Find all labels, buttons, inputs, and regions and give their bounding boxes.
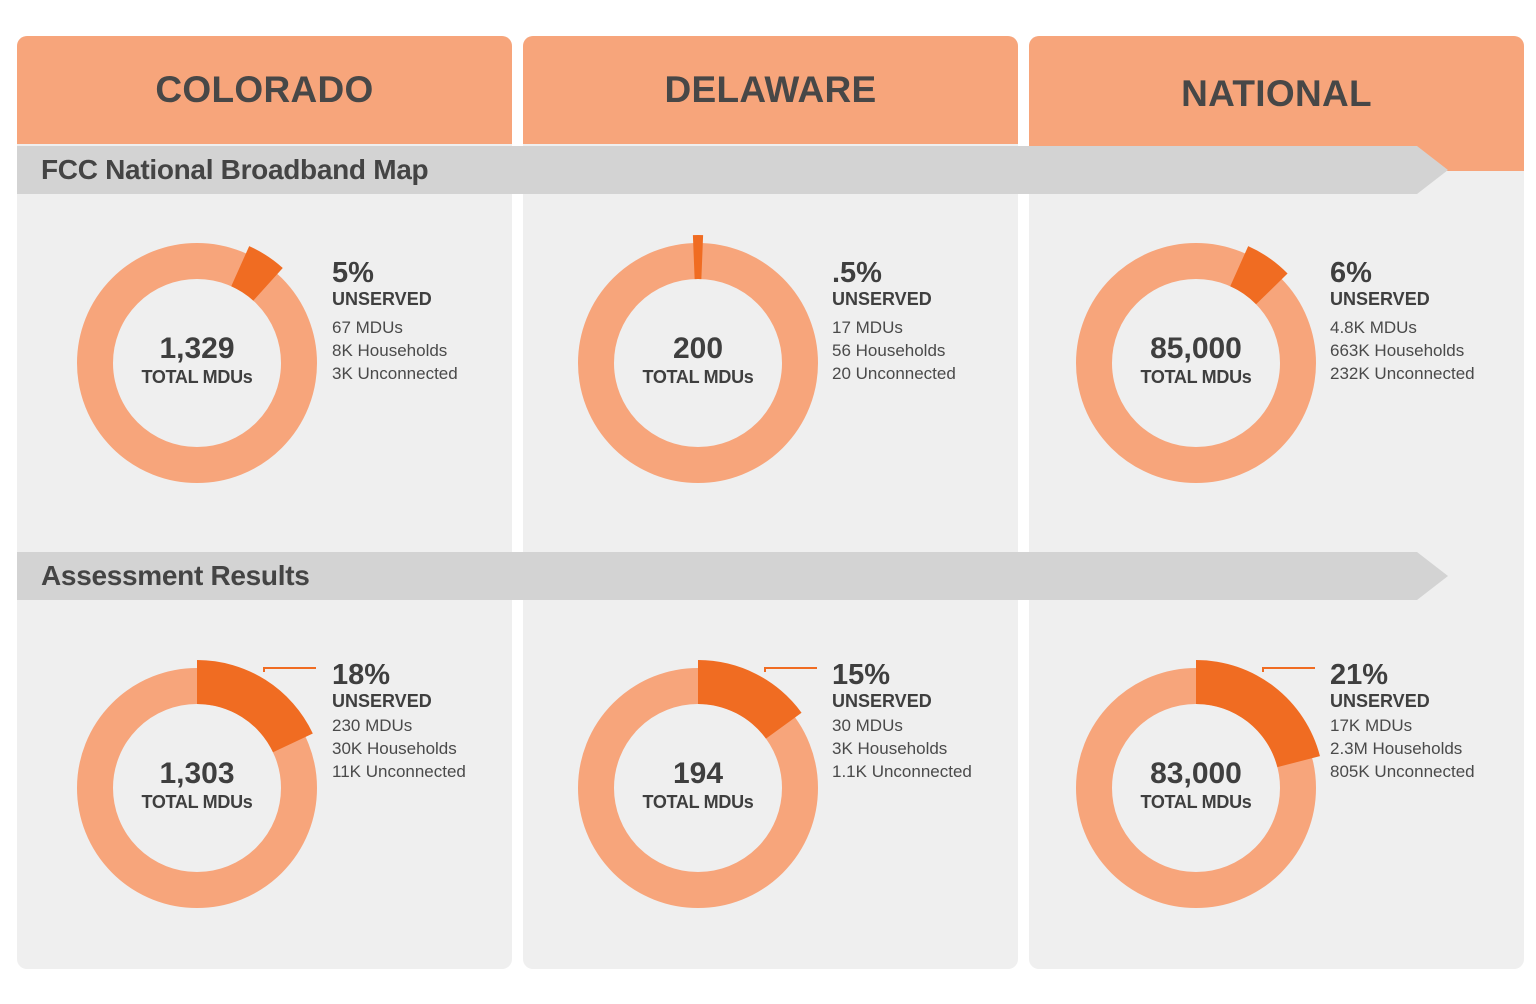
- stat-line: 663K Households: [1330, 341, 1465, 360]
- unserved-slice: [692, 235, 704, 280]
- stats-block: 15% UNSERVED 30 MDUs 3K Households 1.1K Unco…: [832, 660, 972, 783]
- total-label: TOTAL MDUs: [141, 367, 253, 387]
- total-label: TOTAL MDUs: [1140, 792, 1252, 812]
- status-label: UNSERVED: [832, 289, 932, 309]
- donut-ring: [1076, 243, 1316, 483]
- donut-chart-colorado-assessment: [77, 660, 317, 908]
- donut-chart-delaware-fcc: [578, 235, 818, 483]
- percent-label: 6%: [1330, 257, 1372, 289]
- leader-line: [263, 667, 316, 672]
- panel-header-delaware: DELAWARE: [523, 36, 1018, 144]
- total-value: 1,303: [159, 757, 235, 790]
- total-value: 83,000: [1150, 757, 1242, 790]
- stat-line: 2.3M Households: [1330, 739, 1463, 758]
- donut-chart-delaware-assessment: [578, 660, 818, 908]
- stat-line: 17 MDUs: [832, 318, 903, 337]
- percent-label: 15%: [832, 659, 891, 691]
- unserved-slice: [231, 246, 283, 301]
- donut-chart-colorado-fcc: [77, 243, 317, 483]
- percent-label: .5%: [832, 257, 882, 289]
- donut-chart-national-fcc: [1076, 243, 1316, 483]
- stat-line: 30K Households: [332, 739, 457, 758]
- total-label: TOTAL MDUs: [1140, 367, 1252, 387]
- total-value: 194: [672, 757, 724, 790]
- total-value: 1,329: [159, 332, 235, 365]
- percent-label: 21%: [1330, 659, 1389, 691]
- stat-line: 3K Unconnected: [332, 364, 458, 383]
- stat-line: 4.8K MDUs: [1330, 318, 1417, 337]
- unserved-slice: [698, 660, 802, 739]
- section-title-assessment: Assessment Results: [41, 560, 310, 591]
- leader-line: [1262, 667, 1315, 672]
- stat-line: 230 MDUs: [332, 716, 413, 735]
- section-band-assessment: Assessment Results: [17, 552, 1448, 600]
- percent-label: 18%: [332, 659, 391, 691]
- leader-line: [764, 667, 817, 672]
- stats-block: 6% UNSERVED 4.8K MDUs 663K Households 232K U…: [1330, 258, 1475, 385]
- stat-line: 67 MDUs: [332, 318, 403, 337]
- total-label: TOTAL MDUs: [642, 792, 754, 812]
- status-label: UNSERVED: [332, 691, 432, 711]
- stat-line: 1.1K Unconnected: [832, 762, 972, 781]
- stat-line: 30 MDUs: [832, 716, 903, 735]
- percent-label: 5%: [332, 257, 374, 289]
- unserved-slice: [1196, 660, 1320, 768]
- stat-line: 56 Households: [832, 341, 946, 360]
- stat-line: 11K Unconnected: [332, 762, 466, 781]
- section-title-fcc: FCC National Broadband Map: [41, 154, 429, 185]
- unserved-slice: [197, 660, 313, 753]
- stat-line: 3K Households: [832, 739, 948, 758]
- status-label: UNSERVED: [1330, 691, 1430, 711]
- panel-header-colorado: COLORADO: [17, 36, 512, 144]
- stat-line: 20 Unconnected: [832, 364, 956, 383]
- stats-block: 5% UNSERVED 67 MDUs 8K Households 3K Unconne…: [332, 258, 458, 385]
- total-value: 200: [672, 332, 724, 365]
- section-band-fcc: FCC National Broadband Map: [17, 146, 1448, 194]
- total-label: TOTAL MDUs: [642, 367, 754, 387]
- status-label: UNSERVED: [832, 691, 932, 711]
- stat-line: 805K Unconnected: [1330, 762, 1475, 781]
- unserved-slice: [1230, 246, 1288, 305]
- stat-line: 8K Households: [332, 341, 448, 360]
- status-label: UNSERVED: [1330, 289, 1430, 309]
- donut-chart-national-assessment: [1076, 660, 1320, 908]
- stat-line: 232K Unconnected: [1330, 364, 1475, 383]
- status-label: UNSERVED: [332, 289, 432, 309]
- total-value: 85,000: [1150, 332, 1242, 365]
- stats-block: 18% UNSERVED 230 MDUs 30K Households 11K Unc…: [332, 660, 466, 783]
- donut-ring: [77, 243, 317, 483]
- stats-block: .5% UNSERVED 17 MDUs 56 Households 20 Unconn…: [832, 258, 956, 385]
- stats-block: 21% UNSERVED 17K MDUs 2.3M Households 805K U…: [1330, 660, 1475, 783]
- total-label: TOTAL MDUs: [141, 792, 253, 812]
- stat-line: 17K MDUs: [1330, 716, 1413, 735]
